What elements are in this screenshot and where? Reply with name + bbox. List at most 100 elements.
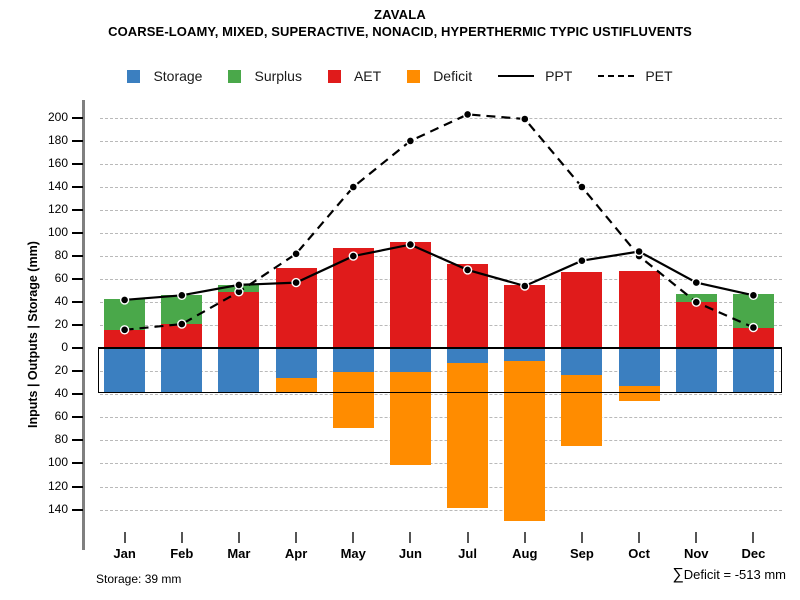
- x-axis-label: Jan: [113, 546, 136, 561]
- page-subtitle: COARSE-LOAMY, MIXED, SUPERACTIVE, NONACI…: [108, 24, 692, 39]
- y-axis-tick: [72, 393, 83, 396]
- bar-aet: [561, 272, 603, 349]
- bar-deficit: [504, 360, 546, 522]
- bar-aet: [504, 284, 546, 349]
- bar-deficit: [618, 386, 660, 402]
- y-axis-tick: [72, 139, 83, 142]
- x-axis-label: Dec: [741, 546, 766, 561]
- legend-item-surplus[interactable]: Surplus: [228, 68, 302, 84]
- chart-title-block: ZAVALA COARSE-LOAMY, MIXED, SUPERACTIVE,…: [0, 6, 800, 41]
- legend-item-deficit[interactable]: Deficit: [407, 68, 472, 84]
- bar-storage: [675, 348, 717, 394]
- x-axis-tick: [295, 532, 298, 543]
- y-axis-tick-label: 120: [47, 478, 68, 493]
- bar-storage: [618, 348, 660, 387]
- y-axis-tick-label: 20: [54, 363, 68, 378]
- dashed-line-icon: [598, 75, 635, 77]
- y-axis-tick: [72, 255, 83, 258]
- x-axis-tick: [466, 532, 469, 543]
- y-axis-tick-label: 20: [54, 317, 68, 332]
- gridline: [100, 440, 782, 442]
- y-axis-tick-label: 80: [54, 248, 68, 263]
- bar-aet: [732, 327, 774, 349]
- x-axis-label: Feb: [170, 546, 194, 561]
- legend-item-aet[interactable]: AET: [327, 68, 381, 84]
- legend-label: Surplus: [254, 68, 302, 84]
- y-axis-tick-label: 100: [47, 455, 68, 470]
- legend-label: PPT: [545, 68, 573, 84]
- bar-deficit: [447, 363, 489, 509]
- bar-storage: [389, 348, 431, 373]
- square-swatch-icon: [127, 69, 141, 83]
- gridline: [100, 140, 782, 142]
- bar-surplus: [218, 284, 260, 292]
- solid-line-icon: [498, 75, 535, 77]
- y-axis-tick-label: 40: [54, 386, 68, 401]
- x-axis-label: Jul: [458, 546, 477, 561]
- x-axis-tick: [180, 532, 183, 543]
- y-axis-tick: [72, 462, 83, 465]
- gridline: [100, 279, 782, 281]
- bar-aet: [161, 324, 203, 349]
- y-axis-tick-label: 60: [54, 271, 68, 286]
- y-axis-tick-label: 140: [47, 501, 68, 516]
- y-axis-tick: [72, 439, 83, 442]
- y-axis-tick: [72, 301, 83, 304]
- bar-storage: [732, 348, 774, 394]
- bar-storage: [161, 348, 203, 394]
- legend-label: Storage: [153, 68, 203, 84]
- gridline: [100, 256, 782, 258]
- bar-aet: [332, 248, 374, 349]
- bar-aet: [275, 267, 317, 349]
- bar-storage: [275, 348, 317, 379]
- bar-aet: [618, 271, 660, 349]
- y-axis-spine: [82, 100, 85, 550]
- legend-item-pet[interactable]: PET: [598, 68, 673, 84]
- gridline: [100, 509, 782, 511]
- y-axis-tick-label: 180: [47, 132, 68, 147]
- x-axis-tick: [638, 532, 641, 543]
- gridline: [100, 463, 782, 465]
- y-axis-tick: [72, 485, 83, 488]
- x-axis-label: Oct: [628, 546, 650, 561]
- x-axis-tick: [237, 532, 240, 543]
- gridline: [100, 210, 782, 211]
- y-axis-tick-label: 40: [54, 294, 68, 309]
- square-swatch-icon: [407, 69, 421, 83]
- bar-aet: [675, 302, 717, 349]
- y-axis-tick-label: 140: [47, 178, 68, 193]
- bar-storage: [332, 348, 374, 373]
- gridline: [100, 186, 782, 188]
- bar-aet: [389, 242, 431, 349]
- x-axis-label: Apr: [284, 546, 308, 561]
- legend-item-storage[interactable]: Storage: [127, 68, 202, 84]
- sigma-icon: ∑: [672, 566, 684, 583]
- bar-surplus: [104, 298, 146, 330]
- bar-deficit: [275, 378, 317, 394]
- bar-deficit: [389, 372, 431, 465]
- bar-aet: [218, 291, 260, 349]
- x-axis-label: May: [340, 546, 366, 561]
- total-deficit-label: Deficit = -513 mm: [683, 567, 786, 582]
- y-axis-title: Inputs | Outputs | Storage (mm): [26, 241, 40, 428]
- bar-deficit: [332, 372, 374, 428]
- y-axis-tick-label: 100: [47, 225, 68, 240]
- x-axis-tick: [123, 532, 126, 543]
- y-axis-tick-label: 60: [54, 409, 68, 424]
- y-axis-tick: [72, 209, 83, 211]
- x-axis-tick: [580, 532, 583, 543]
- gridline: [100, 371, 782, 373]
- y-axis-tick: [72, 416, 83, 419]
- y-axis-tick: [72, 162, 83, 165]
- legend-label: Deficit: [433, 68, 473, 84]
- x-axis-tick: [409, 532, 412, 543]
- bar-surplus: [161, 295, 203, 325]
- x-axis-tick: [523, 532, 526, 543]
- y-axis-tick: [72, 508, 83, 511]
- legend-item-ppt[interactable]: PPT: [498, 68, 572, 84]
- x-axis-label: Sep: [569, 546, 594, 561]
- bar-aet: [104, 329, 146, 349]
- bar-storage: [104, 348, 146, 394]
